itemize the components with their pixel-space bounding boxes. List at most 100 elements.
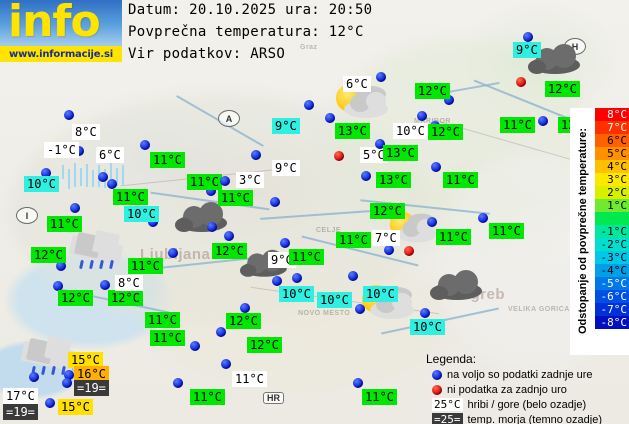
station-dot[interactable]: [70, 203, 80, 213]
station-dot[interactable]: [304, 100, 314, 110]
station-dot[interactable]: [478, 213, 488, 223]
scale-stop: 7°C: [595, 121, 629, 134]
station-temperature-label: 11°C: [336, 232, 371, 248]
station-dot[interactable]: [221, 359, 231, 369]
station-temperature-label: 12°C: [428, 124, 463, 140]
station-dot[interactable]: [107, 179, 117, 189]
station-dot[interactable]: [292, 273, 302, 283]
legend: Legenda: na voljo so podatki zadnje ure n…: [424, 352, 629, 424]
station-dot[interactable]: [41, 168, 51, 178]
station-temperature-label: 12°C: [370, 203, 405, 219]
station-dot[interactable]: [100, 280, 110, 290]
station-dot[interactable]: [148, 217, 158, 227]
station-dot[interactable]: [251, 150, 261, 160]
station-dot[interactable]: [538, 116, 548, 126]
station-dot[interactable]: [270, 197, 280, 207]
station-dot[interactable]: [64, 110, 74, 120]
station-dot[interactable]: [355, 304, 365, 314]
station-dot[interactable]: [523, 32, 533, 42]
legend-row: na voljo so podatki zadnje ure: [432, 367, 629, 382]
station-temperature-label: 9°C: [272, 118, 300, 134]
station-dot[interactable]: [56, 261, 66, 271]
red-dot-icon: [432, 384, 442, 395]
station-dot[interactable]: [173, 378, 183, 388]
legend-chip: =25=: [432, 413, 463, 424]
scale-stop: -8°C: [595, 316, 629, 329]
station-dot[interactable]: [280, 238, 290, 248]
station-dot[interactable]: [206, 186, 216, 196]
station-temperature-label: 15°C: [58, 399, 93, 415]
station-dot[interactable]: [384, 245, 394, 255]
station-temperature-label: 9°C: [513, 42, 541, 58]
station-dot[interactable]: [74, 146, 84, 156]
scale-stop: 2°C: [595, 186, 629, 199]
station-dot[interactable]: [376, 72, 386, 82]
station-dot[interactable]: [361, 171, 371, 181]
scale-stop: [595, 212, 629, 225]
station-dot[interactable]: [375, 139, 385, 149]
station-dot[interactable]: [62, 378, 72, 388]
blue-dot-icon: [432, 369, 442, 380]
station-dot-no-data[interactable]: [334, 151, 344, 161]
scale-stop: -2°C: [595, 238, 629, 251]
station-dot[interactable]: [272, 276, 282, 286]
logo-wordmark: info: [8, 0, 101, 47]
scale-stop: 5°C: [595, 147, 629, 160]
scale-bars: 8°C 7°C 6°C 5°C 4°C 3°C 2°C 1°C -1°C -2°C -3°C -4°C…: [595, 108, 629, 355]
station-temperature-label: 15°C: [68, 352, 103, 368]
station-temperature-label: 11°C: [489, 223, 524, 239]
station-dot[interactable]: [417, 111, 427, 121]
station-dot[interactable]: [45, 398, 55, 408]
site-logo[interactable]: info www.informacije.si: [0, 0, 122, 62]
scale-stop: 3°C: [595, 173, 629, 186]
legend-row-label: na voljo so podatki zadnje ure: [447, 368, 593, 381]
station-temperature-label: 11°C: [150, 152, 185, 168]
station-temperature-label: 9°C: [272, 160, 300, 176]
station-dot[interactable]: [190, 341, 200, 351]
scale-stop: -1°C: [595, 225, 629, 238]
road-badge: A: [218, 110, 240, 127]
station-dot[interactable]: [420, 308, 430, 318]
station-dot[interactable]: [207, 222, 217, 232]
station-temperature-label: =19=: [74, 380, 109, 396]
station-temperature-label: 6°C: [343, 76, 371, 92]
station-temperature-label: 12°C: [108, 290, 143, 306]
scale-stop: -4°C: [595, 264, 629, 277]
station-dot[interactable]: [348, 271, 358, 281]
station-dot[interactable]: [168, 248, 178, 258]
station-dot-no-data[interactable]: [516, 77, 526, 87]
station-temperature-label: 10°C: [410, 319, 445, 335]
legend-row: 25°C hribi / gore (belo ozadje): [432, 397, 629, 412]
station-temperature-label: 12°C: [58, 290, 93, 306]
station-dot[interactable]: [325, 113, 335, 123]
legend-row-label: hribi / gore (belo ozadje): [467, 398, 587, 411]
scale-stop: 4°C: [595, 160, 629, 173]
station-dot[interactable]: [220, 176, 230, 186]
station-dot[interactable]: [98, 172, 108, 182]
station-temperature-label: 13°C: [376, 172, 411, 188]
temperature-anomaly-scale: Odstopanje od povprečne temperature: 8°C…: [570, 108, 629, 355]
cloud-dark-icon: [528, 42, 580, 76]
station-dot[interactable]: [444, 95, 454, 105]
station-temperature-label: 8°C: [115, 275, 143, 291]
station-dot[interactable]: [64, 370, 74, 380]
scale-stop: -5°C: [595, 277, 629, 290]
station-dot[interactable]: [224, 231, 234, 241]
station-dot[interactable]: [140, 140, 150, 150]
station-dot[interactable]: [427, 217, 437, 227]
scale-stop: 1°C: [595, 199, 629, 212]
station-dot[interactable]: [53, 281, 63, 291]
legend-title: Legenda:: [426, 352, 477, 366]
station-dot[interactable]: [431, 162, 441, 172]
scale-stop: -6°C: [595, 290, 629, 303]
station-dot-no-data[interactable]: [404, 246, 414, 256]
legend-row-label: temp. morja (temno ozadje): [467, 413, 603, 424]
scale-stop: -3°C: [595, 251, 629, 264]
station-dot[interactable]: [353, 378, 363, 388]
station-dot[interactable]: [29, 372, 39, 382]
station-dot[interactable]: [216, 327, 226, 337]
station-temperature-label: 13°C: [383, 145, 418, 161]
station-temperature-label: 11°C: [187, 174, 222, 190]
station-dot[interactable]: [240, 303, 250, 313]
scale-stop: 8°C: [595, 108, 629, 121]
